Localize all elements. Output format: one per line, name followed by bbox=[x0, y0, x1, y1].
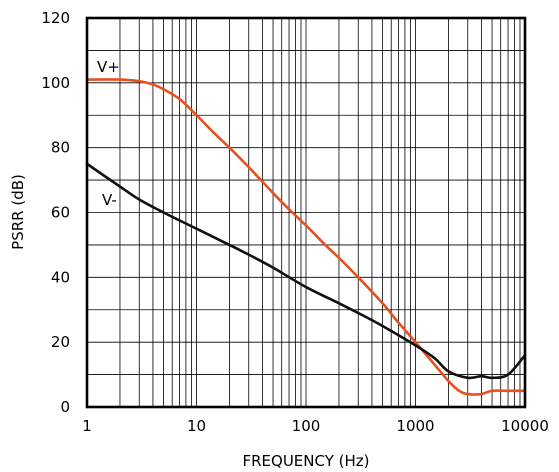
x-tick-label: 1 bbox=[82, 417, 92, 435]
y-tick-label: 60 bbox=[51, 204, 70, 222]
x-tick-label: 10 bbox=[187, 417, 206, 435]
series-labels: V+ V- bbox=[97, 58, 120, 209]
y-tick-label: 20 bbox=[51, 333, 70, 351]
x-tick-label: 1000 bbox=[396, 417, 434, 435]
grid bbox=[87, 18, 525, 407]
y-tick-label: 80 bbox=[51, 139, 70, 157]
series-line-v-plus bbox=[85, 78, 527, 396]
x-tick-label: 10000 bbox=[501, 417, 549, 435]
series-label-v-plus: V+ bbox=[97, 58, 120, 76]
series-layer bbox=[85, 78, 527, 396]
tick-labels: 1 10 100 1000 10000 0 20 40 60 80 100 120 bbox=[41, 9, 549, 435]
plot-frame bbox=[85, 16, 527, 409]
x-axis-label: FREQUENCY (Hz) bbox=[242, 452, 369, 470]
y-tick-label: 100 bbox=[41, 74, 70, 92]
y-axis-label: PSRR (dB) bbox=[9, 174, 27, 250]
x-tick-label: 100 bbox=[292, 417, 321, 435]
series-label-v-minus: V- bbox=[102, 191, 117, 209]
series-line-v-minus bbox=[85, 162, 527, 380]
y-tick-label: 40 bbox=[51, 268, 70, 286]
y-tick-label: 0 bbox=[60, 398, 70, 416]
y-tick-label: 120 bbox=[41, 9, 70, 27]
